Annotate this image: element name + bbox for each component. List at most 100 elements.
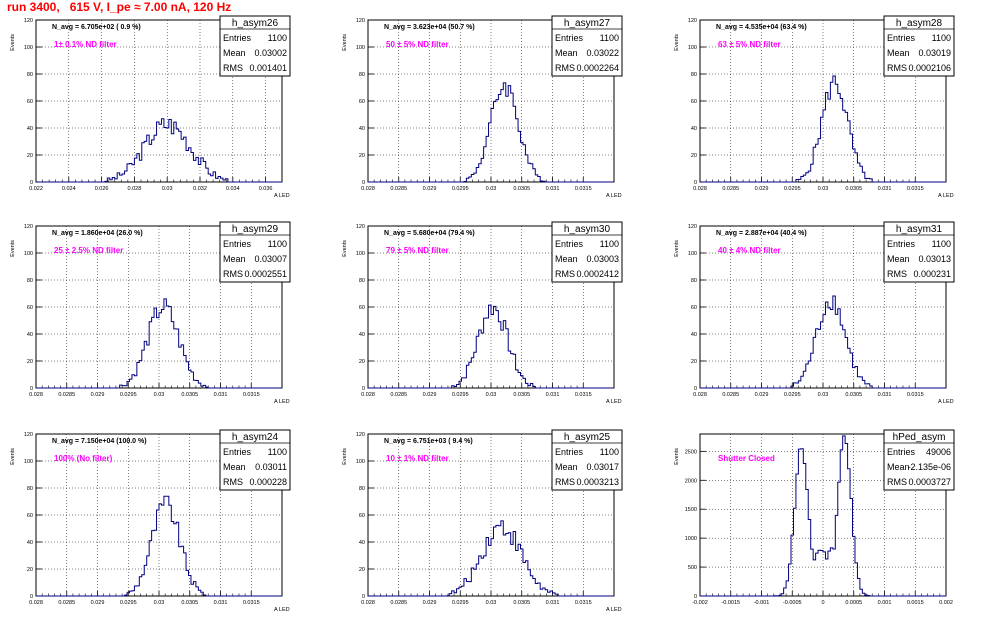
x-tick-label: 0.0305	[181, 392, 198, 398]
navg-label: N_avg = 6.751e+03 ( 9.4 %)	[384, 438, 473, 445]
page-title: run 3400, 615 V, I_pe ≈ 7.00 nA, 120 Hz	[7, 0, 232, 14]
y-tick-label: 40	[27, 332, 33, 338]
x-tick-label: 0.029	[755, 186, 769, 192]
y-tick-label: 100	[24, 45, 33, 51]
stats-value: 49006	[926, 447, 951, 457]
stats-title: h_asym30	[564, 224, 611, 235]
histogram-panel-h_asym31: 0.028 0.0285 0.029 0.0295 0.03 0.0305 0.031 0.0…	[674, 221, 955, 405]
x-tick-label: 0.0015	[907, 600, 924, 606]
stats-value: 0.0002551	[244, 269, 287, 279]
y-tick-label: 100	[688, 251, 697, 257]
y-tick-label: 60	[691, 305, 697, 311]
y-tick-label: 1500	[685, 507, 697, 513]
x-tick-label: 0.031	[546, 600, 560, 606]
y-tick-label: 20	[27, 153, 33, 159]
x-tick-label: 0.0315	[575, 186, 592, 192]
x-tick-label: 0.0005	[845, 600, 862, 606]
stats-title: h_asym29	[232, 224, 279, 235]
x-tick-label: 0	[821, 600, 824, 606]
y-tick-label: 100	[356, 251, 365, 257]
y-tick-label: 40	[27, 126, 33, 132]
histogram-bars	[700, 435, 946, 597]
y-tick-label: 2500	[685, 449, 697, 455]
stats-value: 0.03022	[586, 48, 619, 58]
y-tick-label: 80	[691, 72, 697, 78]
y-tick-label: 60	[359, 513, 365, 519]
y-tick-label: 120	[356, 432, 365, 438]
x-tick-label: 0.0295	[784, 186, 801, 192]
y-tick-label: 0	[362, 386, 365, 392]
histogram-panel-h_asym28: 0.028 0.0285 0.029 0.0295 0.03 0.0305 0.031 0.0…	[674, 15, 955, 199]
x-tick-label: 0.0295	[452, 392, 469, 398]
x-tick-label: 0.036	[259, 186, 273, 192]
x-tick-label: 0.028	[693, 392, 707, 398]
y-tick-label: 80	[359, 278, 365, 284]
y-tick-label: 100	[24, 251, 33, 257]
stats-key: RMS	[223, 63, 243, 73]
histogram-bars	[36, 495, 282, 597]
y-tick-label: 2000	[685, 478, 697, 484]
x-tick-label: 0.022	[29, 186, 43, 192]
stats-title: h_asym27	[564, 18, 611, 29]
y-tick-label: 20	[691, 153, 697, 159]
y-tick-label: 0	[30, 180, 33, 186]
histogram-panel-h_asym25: 0.028 0.0285 0.029 0.0295 0.03 0.0305 0.031 0.0…	[342, 429, 623, 613]
x-axis-label: A LED	[938, 193, 954, 199]
stats-key: Mean	[223, 254, 246, 264]
stats-value: 0.0003213	[576, 477, 619, 487]
x-tick-label: 0.029	[423, 600, 437, 606]
y-tick-label: 0	[362, 594, 365, 600]
x-tick-label: 0.0295	[784, 392, 801, 398]
y-axis-label: Events	[674, 34, 680, 51]
y-tick-label: 120	[356, 18, 365, 24]
stats-box	[219, 221, 291, 283]
y-axis-label: Events	[342, 34, 348, 51]
x-tick-label: 0.031	[214, 600, 228, 606]
stats-box	[551, 221, 623, 283]
y-tick-label: 0	[30, 594, 33, 600]
x-tick-label: -0.002	[692, 600, 708, 606]
y-tick-label: 40	[691, 332, 697, 338]
stats-title: h_asym28	[896, 18, 943, 29]
x-tick-label: 0.0285	[722, 186, 739, 192]
stats-value: 0.000228	[249, 477, 287, 487]
stats-key: Entries	[555, 239, 584, 249]
y-tick-label: 20	[27, 567, 33, 573]
x-tick-label: 0.031	[214, 392, 228, 398]
navg-label: N_avg = 2.887e+04 (40.4 %)	[716, 230, 807, 237]
y-tick-label: 120	[24, 432, 33, 438]
stats-key: Entries	[887, 239, 916, 249]
x-tick-label: 0.0285	[722, 392, 739, 398]
x-tick-label: 0.0315	[243, 392, 260, 398]
y-tick-label: 120	[688, 18, 697, 24]
x-tick-label: 0.0295	[452, 186, 469, 192]
x-tick-label: 0.0285	[58, 392, 75, 398]
stats-value: 0.03011	[255, 462, 287, 472]
y-tick-label: 1000	[685, 536, 697, 542]
y-axis-label: Events	[342, 448, 348, 465]
x-tick-label: 0.029	[91, 600, 105, 606]
stats-value: 0.0002264	[576, 63, 619, 73]
stats-box	[883, 429, 955, 491]
stats-title: h_asym25	[564, 432, 611, 443]
stats-title: h_asym26	[232, 18, 279, 29]
stats-key: Mean	[555, 48, 578, 58]
y-tick-label: 120	[24, 224, 33, 230]
y-tick-label: 20	[359, 153, 365, 159]
filter-annotation: 63 ± 5% ND filter	[718, 40, 781, 49]
x-tick-label: 0.0305	[513, 392, 530, 398]
filter-annotation: 100% (No filter)	[54, 454, 113, 463]
stats-title: h_asym31	[896, 224, 943, 235]
stats-value: 0.03013	[918, 254, 951, 264]
y-tick-label: 100	[356, 45, 365, 51]
x-axis-label: A LED	[606, 193, 622, 199]
y-tick-label: 20	[27, 359, 33, 365]
y-tick-label: 60	[27, 513, 33, 519]
x-tick-label: 0.028	[693, 186, 707, 192]
stats-key: RMS	[887, 269, 907, 279]
x-tick-label: 0.031	[878, 392, 892, 398]
filter-annotation: 10 ± 1% ND filter	[386, 454, 449, 463]
stats-key: Entries	[887, 447, 916, 457]
y-tick-label: 80	[691, 278, 697, 284]
stats-key: Mean	[887, 254, 910, 264]
